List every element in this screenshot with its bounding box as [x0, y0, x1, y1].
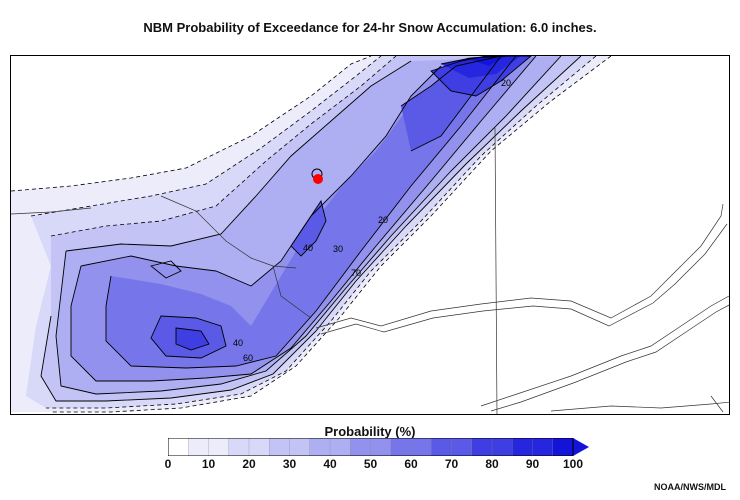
colorbar-cell	[431, 438, 453, 456]
colorbar-cell	[471, 438, 493, 456]
colorbar-tick-label: 50	[363, 457, 378, 471]
contour-label: 30	[333, 244, 343, 254]
colorbar-tick-label: 80	[485, 457, 499, 471]
colorbar-cell	[248, 438, 270, 456]
colorbar-tick-label: 40	[323, 457, 337, 471]
map-title: NBM Probability of Exceedance for 24-hr …	[143, 20, 597, 35]
prob-band-90	[466, 56, 506, 66]
colorbar-cell	[188, 438, 210, 456]
location-marker[interactable]	[313, 174, 323, 184]
colorbar-tick-label: 20	[242, 457, 256, 471]
map-panel[interactable]: 20 30 40 40 60 70 20	[10, 55, 730, 415]
colorbar-tick-label: 10	[201, 457, 216, 471]
colorbar-tick-label: 100	[562, 457, 584, 471]
colorbar-cell	[228, 438, 250, 456]
dashed-contours	[11, 56, 612, 413]
contour-label: 20	[378, 215, 388, 225]
colorbar-cell	[289, 438, 311, 456]
colorbar-cell	[552, 438, 574, 456]
colorbar-tick-label: 0	[164, 457, 172, 471]
colorbar-cell	[269, 438, 291, 456]
prob-band-60	[151, 56, 501, 358]
credit-text: NOAA/NWS/MDL	[654, 482, 726, 492]
colorbar-tick-label: 90	[525, 457, 540, 471]
contour-label: 60	[243, 353, 253, 363]
contour-label: 70	[351, 268, 361, 278]
colorbar-cell	[168, 438, 189, 456]
contour-label: 40	[303, 243, 313, 253]
colorbar-cell	[491, 438, 513, 456]
contour-label: 40	[233, 338, 243, 348]
colorbar-cell	[410, 438, 432, 456]
colorbar-tick-label: 70	[444, 457, 459, 471]
colorbar-cell	[532, 438, 554, 456]
colorbar-tick-label: 60	[404, 457, 418, 471]
colorbar-cell	[208, 438, 230, 456]
solid-contours	[40, 56, 582, 402]
colorbar-arrow-icon	[573, 438, 589, 456]
colorbar-ticks: 0 10 20 30 40 50 60 70 80 90 100	[164, 457, 593, 473]
colorbar-cell	[370, 438, 392, 456]
legend-title: Probability (%)	[324, 424, 416, 439]
colorbar-cell	[512, 438, 534, 456]
contour-label: 20	[501, 78, 511, 88]
colorbar-cell	[451, 438, 473, 456]
colorbar	[168, 438, 589, 456]
colorbar-tick-label: 30	[282, 457, 297, 471]
map-canvas: 20 30 40 40 60 70 20	[11, 56, 729, 414]
colorbar-cell	[309, 438, 331, 456]
colorbar-cell	[350, 438, 372, 456]
boundary-lines	[11, 127, 729, 414]
colorbar-cell	[390, 438, 412, 456]
colorbar-cell	[329, 438, 351, 456]
prob-band-80	[441, 56, 521, 78]
